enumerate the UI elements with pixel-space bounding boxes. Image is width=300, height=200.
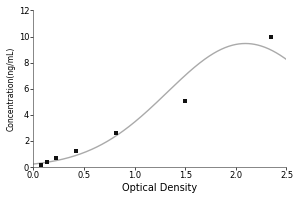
Y-axis label: Concentration(ng/mL): Concentration(ng/mL) [7,47,16,131]
X-axis label: Optical Density: Optical Density [122,183,197,193]
